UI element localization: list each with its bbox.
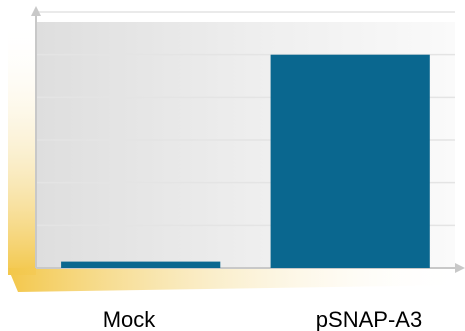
category-label-mock: Mock [103,307,157,331]
y-axis-arrow [31,6,41,16]
gridlines [36,11,455,227]
left-wall-accent [8,20,36,275]
bar-psnap-a3 [270,54,430,269]
x-axis-arrow [455,263,465,273]
bar-mock [61,261,221,268]
category-label-psnap-a3: pSNAP-A3 [316,307,422,331]
floor-accent [8,268,465,292]
bars [61,54,430,269]
